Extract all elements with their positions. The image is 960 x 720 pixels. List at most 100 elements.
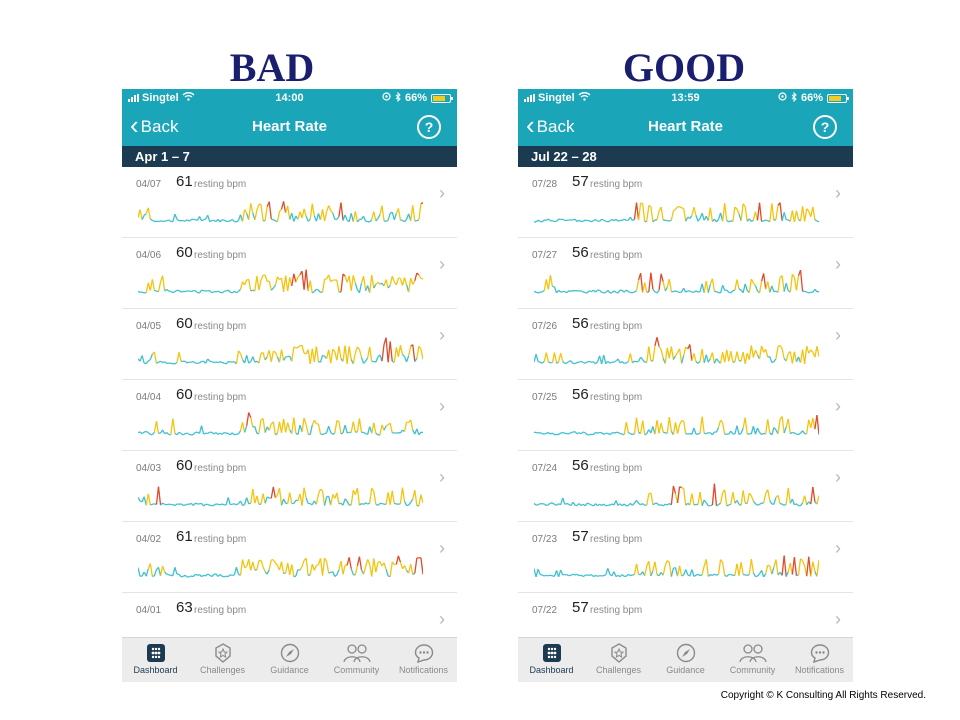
heart-rate-segment: [582, 291, 586, 294]
heart-rate-segment: [652, 288, 656, 293]
resting-bpm-value: 56: [572, 315, 589, 332]
day-row[interactable]: 07/22 57 resting bpm ›: [518, 593, 853, 638]
heart-rate-segment: [547, 432, 551, 435]
heart-rate-segment: [326, 425, 330, 434]
heart-rate-segment: [738, 288, 742, 291]
heart-rate-segment: [642, 420, 646, 435]
heart-rate-segment: [666, 416, 670, 434]
heart-rate-segment: [283, 356, 287, 361]
heart-rate-segment: [773, 497, 777, 505]
heart-rate-segment: [207, 215, 211, 222]
heart-rate-segment: [159, 565, 164, 577]
day-date: 04/02: [136, 534, 162, 545]
back-button[interactable]: ‹ Back: [526, 112, 574, 138]
heart-rate-segment: [789, 431, 793, 435]
resting-bpm-unit: resting bpm: [194, 392, 247, 403]
heart-rate-segment: [760, 570, 765, 578]
heart-rate-segment: [683, 346, 687, 356]
heart-rate-segment: [689, 432, 693, 435]
tab-challenges[interactable]: Challenges: [585, 638, 652, 682]
day-row[interactable]: 04/01 63 resting bpm ›: [122, 593, 457, 638]
tab-challenges[interactable]: Challenges: [189, 638, 256, 682]
tab-dashboard[interactable]: Dashboard: [122, 638, 189, 682]
heart-rate-segment: [711, 431, 715, 436]
day-row[interactable]: 07/23 57 resting bpm ›: [518, 522, 853, 593]
heart-rate-segment: [791, 351, 796, 364]
heart-rate-segment: [689, 290, 693, 293]
day-row[interactable]: 04/04 60 resting bpm ›: [122, 380, 457, 451]
battery-percent: 66%: [404, 92, 427, 104]
heart-rate-segment: [621, 503, 625, 507]
back-button[interactable]: ‹ Back: [130, 112, 178, 138]
heart-rate-segment: [545, 218, 549, 221]
heart-rate-segment: [701, 416, 705, 434]
day-list[interactable]: 04/07 61 resting bpm › 04/06 60 resting …: [122, 167, 457, 638]
day-row[interactable]: 04/05 60 resting bpm ›: [122, 309, 457, 380]
heart-rate-segment: [278, 487, 283, 506]
heart-rate-segment: [582, 574, 586, 578]
heart-rate-segment: [800, 502, 804, 507]
heart-rate-segment: [625, 289, 629, 292]
day-row[interactable]: 07/28 57 resting bpm ›: [518, 167, 853, 238]
help-button[interactable]: ?: [813, 114, 837, 139]
day-row[interactable]: 07/24 56 resting bpm ›: [518, 451, 853, 522]
heart-rate-segment: [537, 503, 541, 506]
heart-rate-segment: [385, 492, 389, 505]
heart-rate-segment: [711, 278, 716, 292]
heart-rate-segment: [256, 275, 260, 291]
heart-rate-segment: [746, 493, 750, 504]
heart-rate-segment: [396, 432, 399, 434]
heart-rate-segment: [219, 361, 223, 364]
heart-rate-segment: [215, 290, 219, 293]
resting-bpm-value: 61: [176, 528, 193, 545]
day-row[interactable]: 07/25 56 resting bpm ›: [518, 380, 853, 451]
heart-rate-segment: [315, 213, 320, 222]
heart-rate-segment: [693, 427, 697, 435]
heart-rate-segment: [217, 432, 221, 435]
heart-rate-segment: [246, 497, 250, 504]
heart-rate-segment: [239, 353, 244, 360]
day-row[interactable]: 04/06 60 resting bpm ›: [122, 238, 457, 309]
heart-rate-segment: [334, 574, 338, 577]
day-row[interactable]: 07/26 56 resting bpm ›: [518, 309, 853, 380]
heart-rate-segment: [371, 558, 375, 577]
tab-community[interactable]: Community: [719, 638, 786, 682]
help-button[interactable]: ?: [417, 114, 441, 139]
heart-rate-segment: [369, 347, 373, 362]
heart-rate-segment: [299, 566, 303, 571]
heart-rate-segment: [316, 288, 319, 291]
heart-rate-segment: [742, 490, 746, 504]
day-row[interactable]: 04/07 61 resting bpm ›: [122, 167, 457, 238]
day-row[interactable]: 07/27 56 resting bpm ›: [518, 238, 853, 309]
tab-guidance[interactable]: Guidance: [256, 638, 323, 682]
heart-rate-segment: [405, 355, 410, 363]
heart-rate-segment: [328, 571, 331, 574]
heart-rate-segment: [562, 497, 566, 505]
day-row[interactable]: 04/02 61 resting bpm ›: [122, 522, 457, 593]
resting-bpm-unit: resting bpm: [590, 534, 643, 545]
day-list[interactable]: 07/28 57 resting bpm › 07/27 56 resting …: [518, 167, 853, 638]
heart-rate-segment: [188, 218, 192, 222]
heart-rate-segment: [305, 216, 309, 222]
heart-rate-segment: [164, 288, 168, 292]
heart-rate-segment: [539, 573, 543, 576]
heart-rate-segment: [557, 569, 562, 578]
heart-rate-segment: [632, 433, 635, 436]
heart-rate-segment: [237, 350, 242, 355]
status-bar: Singtel 13:59 66%: [518, 89, 853, 107]
heart-rate-segment: [348, 557, 352, 569]
day-row[interactable]: 04/03 60 resting bpm ›: [122, 451, 457, 522]
heart-rate-segment: [584, 432, 588, 436]
heart-rate-segment: [344, 498, 348, 502]
heart-rate-segment: [260, 204, 264, 221]
tab-dashboard[interactable]: Dashboard: [518, 638, 585, 682]
heart-rate-segment: [568, 432, 572, 435]
tab-guidance[interactable]: Guidance: [652, 638, 719, 682]
heart-rate-segment: [738, 432, 742, 436]
tab-community[interactable]: Community: [323, 638, 390, 682]
tab-notifications[interactable]: Notifications: [390, 638, 457, 682]
tab-label: Challenges: [199, 665, 246, 675]
tab-notifications[interactable]: Notifications: [786, 638, 853, 682]
heart-rate-segment: [153, 569, 158, 577]
wifi-icon: [578, 92, 591, 104]
